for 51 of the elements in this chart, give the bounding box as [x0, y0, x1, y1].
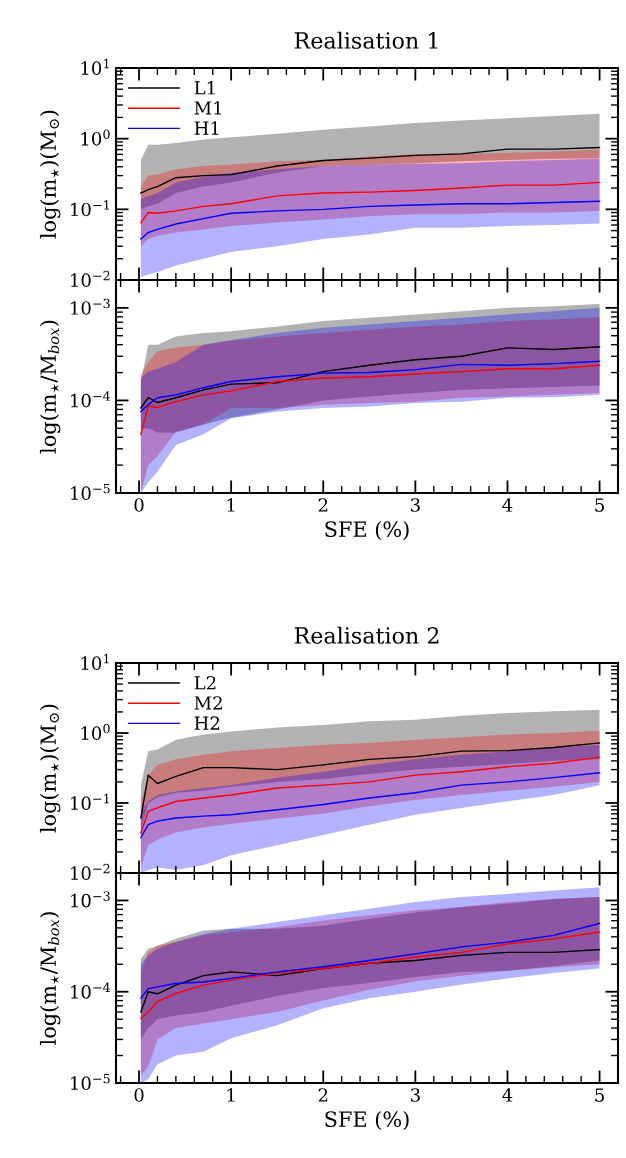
y-tick-label: 10$^{−1}$: [71, 200, 109, 217]
line-series: [140, 181, 601, 224]
y-tick-label: 10$^{−4}$: [71, 391, 111, 408]
line-series: [140, 346, 601, 409]
line-series: [140, 772, 601, 839]
y-tick-label: 10$^{−1}$: [71, 793, 109, 810]
x-axis-title: SFE (%): [325, 1110, 409, 1130]
legend-label: L2: [194, 675, 216, 690]
x-tick-label: 0: [134, 1088, 144, 1102]
x-tick-label: 5: [595, 498, 604, 512]
y-tick-label: 10$^{0}$: [81, 723, 110, 740]
line-series: [140, 360, 601, 413]
legend-label: M2: [194, 696, 222, 710]
line-series: [140, 742, 601, 819]
line-series: [140, 200, 601, 240]
chart-title: Realisation 2: [294, 626, 439, 644]
x-tick-label: 4: [502, 1088, 513, 1102]
x-tick-label: 1: [227, 498, 235, 512]
y-axis-title: log(m$_{⋆}$)(M$_{⊙}$): [39, 110, 61, 239]
y-tick-label: 10$^{−4}$: [71, 982, 111, 999]
line-series: [140, 146, 601, 194]
y-tick-label: 10$^{−3}$: [71, 298, 110, 315]
legend-label: L1: [194, 80, 215, 95]
x-tick-label: 2: [318, 498, 328, 512]
y-axis-title: log(m$_{⋆}$)(M$_{⊙}$): [39, 704, 61, 833]
y-axis-title: log(m$_{⋆}$/M$_{box}$): [39, 320, 61, 454]
y-tick-label: 10$^{−5}$: [71, 483, 110, 500]
line-series: [140, 922, 601, 999]
y-tick-label: 10$^{−2}$: [71, 863, 110, 880]
line-series: [140, 364, 601, 436]
y-tick-label: 10$^{−2}$: [71, 270, 110, 287]
y-tick-label: 10$^{−5}$: [71, 1073, 110, 1090]
x-tick-label: 1: [227, 1088, 235, 1102]
line-series: [140, 756, 601, 834]
line-series: [140, 931, 601, 1020]
y-tick-label: 10$^{1}$: [81, 653, 109, 670]
x-tick-label: 4: [502, 498, 513, 512]
legend-label: M1: [194, 101, 222, 115]
y-tick-label: 10$^{1}$: [81, 58, 109, 75]
y-tick-label: 10$^{0}$: [81, 129, 110, 146]
legend-label: H1: [194, 121, 219, 135]
legend-label: H2: [194, 716, 220, 730]
x-tick-label: 3: [410, 498, 420, 512]
x-tick-label: 2: [318, 1088, 328, 1102]
x-tick-label: 0: [134, 498, 144, 512]
y-tick-label: 10$^{−3}$: [71, 891, 110, 908]
chart-title: Realisation 1: [294, 31, 438, 49]
x-axis-title: SFE (%): [325, 520, 409, 540]
y-axis-title: log(m$_{⋆}$/M$_{box}$): [39, 912, 61, 1045]
x-tick-label: 3: [410, 1088, 420, 1102]
x-tick-label: 5: [595, 1088, 604, 1102]
